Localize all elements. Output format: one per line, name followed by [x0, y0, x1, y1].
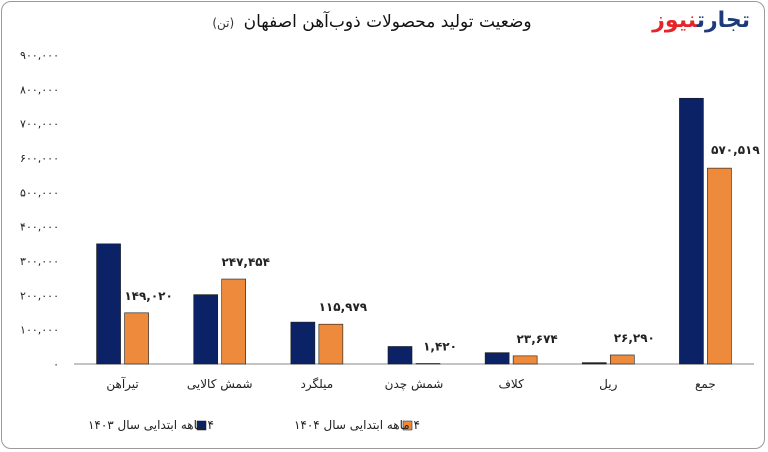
category-label: کلاف [498, 377, 524, 391]
y-tick-label: ۵۰۰,۰۰۰ [20, 186, 59, 199]
data-label: ۱,۴۲۰ [423, 340, 457, 354]
y-tick-label: ۴۰۰,۰۰۰ [20, 221, 59, 234]
brand-logo: تجارتنیوز [652, 8, 750, 33]
y-tick-label: ۳۰۰,۰۰۰ [20, 255, 59, 268]
data-label: ۲۳,۶۷۴ [517, 332, 558, 346]
data-label: ۱۴۹,۰۲۰ [124, 289, 173, 303]
chart-title: وضعیت تولید محصولات ذوب‌آهن اصفهان (تن) [152, 12, 592, 32]
category-label: ریل [599, 377, 617, 392]
y-tick-label: ۹۰۰,۰۰۰ [20, 49, 59, 62]
y-tick-label: ۱۰۰,۰۰۰ [20, 324, 59, 337]
bar-series-2 [609, 354, 635, 365]
category-label: جمع [695, 377, 716, 391]
legend-label: ۴ ماهه ابتدایی سال ۱۴۰۴ [294, 418, 420, 432]
bar-series-1 [193, 294, 219, 365]
data-label: ۵۷۰,۵۱۹ [711, 143, 760, 157]
bar-series-1 [581, 362, 607, 365]
y-tick-label: ۸۰۰,۰۰۰ [20, 83, 59, 96]
data-label: ۱۱۵,۹۷۹ [319, 300, 368, 314]
category-label: شمش کالایی [187, 377, 253, 392]
category-label: شمش چدن [385, 377, 444, 392]
y-tick-label: ۷۰۰,۰۰۰ [20, 118, 59, 131]
logo-part-1: تجارت [696, 8, 750, 33]
bar-series-2 [707, 167, 732, 365]
logo-part-2: نیوز [652, 8, 697, 33]
title-unit: (تن) [212, 16, 235, 30]
category-label: تیرآهن [106, 376, 138, 392]
bar-series-2 [318, 323, 344, 365]
bar-series-1 [96, 243, 121, 365]
bar-series-2 [221, 278, 247, 365]
bar-series-1 [290, 321, 316, 365]
legend-swatch [402, 420, 413, 431]
legend-label: ۴ ماهه ابتدایی سال ۱۴۰۳ [88, 418, 214, 432]
category-label: میلگرد [301, 377, 334, 392]
title-text: وضعیت تولید محصولات ذوب‌آهن اصفهان [243, 12, 532, 32]
data-label: ۲۶,۲۹۰ [614, 331, 655, 345]
data-label: ۲۴۷,۴۵۴ [221, 255, 270, 269]
bar-series-1 [679, 97, 704, 365]
bar-series-1 [484, 352, 510, 365]
bar-series-2 [512, 355, 538, 365]
legend-swatch [196, 420, 207, 431]
y-tick-label: ۲۰۰,۰۰۰ [20, 289, 59, 302]
bar-series-1 [387, 346, 413, 365]
y-tick-label: ۶۰۰,۰۰۰ [20, 152, 59, 165]
y-tick-label: ۰ [53, 358, 59, 371]
bar-series-2 [124, 312, 149, 365]
